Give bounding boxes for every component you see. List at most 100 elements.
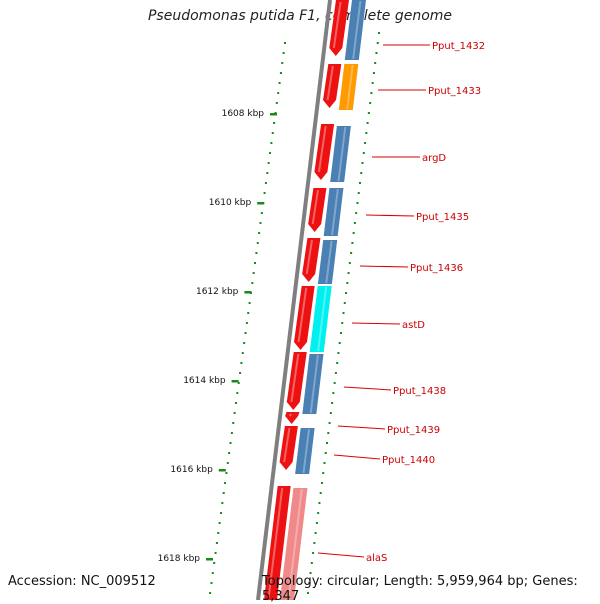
cds-arrow-shine (311, 189, 319, 225)
scale-tick (243, 342, 246, 344)
track-tick (356, 202, 359, 204)
scale-tick (258, 232, 261, 234)
track-tick (348, 262, 351, 264)
gene-label[interactable]: alaS (366, 553, 387, 564)
track-tick (372, 72, 375, 74)
track-tick (365, 132, 368, 134)
cds-arrow-shine (297, 287, 308, 343)
scale-tick (236, 392, 239, 394)
scale-label: 1614 kbp (183, 376, 226, 386)
track-tick (378, 32, 380, 34)
scale-tick (245, 322, 248, 324)
gene-label[interactable]: Pput_1440 (382, 455, 435, 466)
cds-arrow-shine (283, 427, 291, 463)
track-tick (336, 362, 339, 364)
gene-track (280, 0, 366, 600)
track-tick (329, 412, 332, 414)
cds-arrow[interactable] (285, 412, 300, 424)
map-title: Pseudomonas putida F1, complete genome (147, 8, 453, 24)
track-tick (328, 422, 331, 424)
cds-track (264, 0, 349, 600)
cds-arrow[interactable] (329, 0, 349, 56)
gene-label[interactable]: Pput_1435 (416, 212, 469, 223)
track-tick (323, 462, 326, 464)
gene-label[interactable]: Pput_1438 (393, 386, 446, 397)
track-tick (324, 452, 327, 454)
scale-tick (275, 102, 278, 104)
scale-major-tick (244, 291, 252, 294)
scale-tick (256, 242, 259, 244)
track-tick (314, 532, 317, 534)
gene-label[interactable]: Pput_1436 (410, 263, 463, 274)
cds-arrow[interactable] (286, 352, 307, 410)
scale-major-tick (206, 558, 213, 561)
track-tick (308, 582, 311, 584)
gene-block-shine (346, 64, 354, 110)
track-tick (333, 382, 336, 384)
gene-block[interactable] (330, 126, 351, 182)
gene-block[interactable] (344, 0, 366, 60)
gene-label[interactable]: astD (402, 320, 425, 331)
cds-arrow[interactable] (279, 426, 298, 470)
cds-arrow[interactable] (302, 238, 321, 282)
scale-tick (218, 522, 221, 524)
scale-tick (263, 192, 266, 194)
cds-arrow[interactable] (264, 486, 291, 600)
track-tick (364, 142, 367, 144)
scale-tick (277, 92, 280, 94)
track-tick (315, 522, 318, 524)
track-tick (312, 552, 315, 554)
gene-block[interactable] (302, 354, 324, 414)
leader-line (365, 214, 415, 217)
scale-label: 1616 kbp (170, 465, 213, 475)
cds-arrow[interactable] (323, 64, 342, 108)
scale-tick (281, 62, 284, 64)
gene-block[interactable] (317, 240, 338, 284)
track-tick (342, 312, 345, 314)
scale-tick (255, 252, 258, 254)
cds-arrow[interactable] (314, 124, 335, 180)
track-tick (370, 92, 373, 94)
track-tick (360, 172, 363, 174)
scale-tick (233, 412, 236, 414)
track-tick (331, 402, 334, 404)
gene-label[interactable]: Pput_1432 (432, 41, 485, 52)
scale-tick (226, 462, 229, 464)
track-tick (353, 222, 356, 224)
scale-labels: 1608 kbp 1610 kbp 1612 kbp 1614 kbp 1616 kbp… (158, 109, 277, 564)
gene-label[interactable]: Pput_1439 (387, 425, 440, 436)
gene-label[interactable]: Pput_1433 (428, 86, 481, 97)
scale-tick (260, 212, 263, 214)
leader-line (337, 425, 386, 430)
cds-arrow[interactable] (308, 188, 327, 232)
scale-tick (228, 452, 231, 454)
gene-block[interactable] (309, 286, 332, 352)
scale-major-tick (270, 113, 277, 116)
gene-block-shine (325, 240, 333, 284)
scale-tick (217, 532, 220, 534)
track-tick (317, 512, 320, 514)
scale-label: 1610 kbp (209, 198, 252, 208)
track-tick (362, 152, 365, 154)
gene-block[interactable] (338, 64, 359, 110)
scale-tick (266, 172, 269, 174)
gene-label[interactable]: argD (422, 153, 446, 164)
gene-block[interactable] (280, 488, 308, 600)
scale-tick (247, 312, 250, 314)
scale-tick (244, 332, 247, 334)
gene-block[interactable] (323, 188, 344, 236)
gene-block[interactable] (295, 428, 315, 474)
scale-tick (251, 282, 254, 284)
gene-block-shine (317, 286, 328, 352)
gene-block-shine (309, 354, 319, 414)
track-tick (337, 352, 340, 354)
scale-tick (230, 432, 233, 434)
track-tick (309, 572, 312, 574)
cds-arrow[interactable] (294, 286, 315, 350)
track-tick (369, 102, 372, 104)
scale-tick (211, 572, 214, 574)
leader-line (359, 265, 409, 268)
track-tick (374, 62, 377, 64)
scale-tick (259, 222, 262, 224)
